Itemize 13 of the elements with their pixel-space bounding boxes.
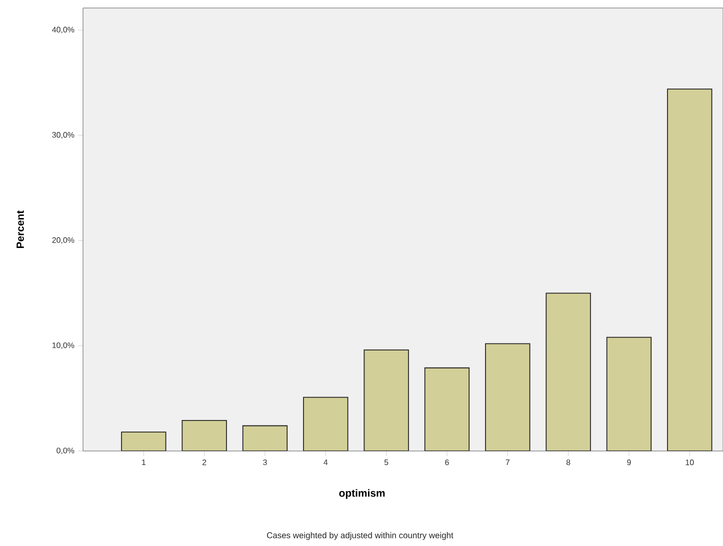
bar (606, 337, 652, 451)
bar (667, 88, 712, 451)
bar (122, 432, 166, 451)
text: Cases weighted by adjusted within country weight (267, 532, 454, 540)
bar (182, 420, 226, 451)
bar (304, 397, 348, 451)
y-axis-title: Percent (16, 210, 24, 248)
bar (242, 426, 288, 451)
bar (364, 350, 408, 451)
bar (424, 368, 470, 451)
bar (486, 344, 530, 451)
x-axis-title: optimism (339, 489, 385, 499)
bar (546, 293, 590, 451)
